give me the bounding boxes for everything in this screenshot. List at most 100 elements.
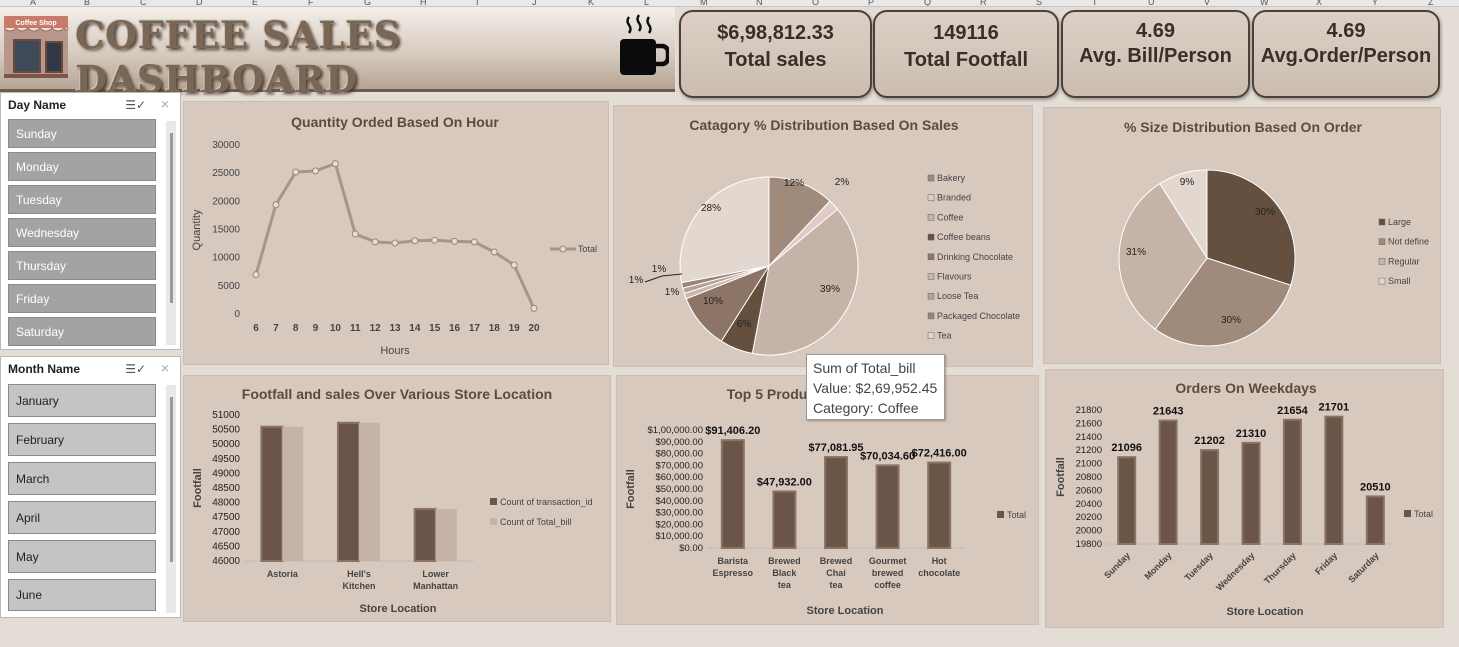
slicer-item-may[interactable]: May [8,540,156,573]
slicer-item-june[interactable]: June [8,579,156,611]
x-tick-label: Gourmet [869,556,907,566]
column-letter-c[interactable]: C [140,0,147,7]
data-label: 21202 [1194,435,1225,447]
column-letter-n[interactable]: N [756,0,763,7]
column-letter-k[interactable]: K [588,0,595,7]
chart-title: Orders On Weekdays [1175,380,1317,396]
data-label: 21310 [1236,428,1267,440]
shop-sign-text: Coffee Shop [15,20,56,27]
x-axis-label: Store Location [1226,606,1303,618]
column-letter-o[interactable]: O [812,0,820,7]
column-letter-a[interactable]: A [30,0,37,7]
column-letter-i[interactable]: I [476,0,479,7]
pie-data-label: 1% [665,287,680,298]
x-tick-label: Brewed [768,556,801,566]
legend-swatch [927,292,935,300]
hour-chart-panel[interactable]: Quantity Orded Based On Hour 0 5000 10000 15… [183,101,609,365]
day-name-slicer: Day Name ☰✓ ⨯ Sunday Monday Tuesday Wedn… [0,92,181,350]
multi-select-icon[interactable]: ☰✓ [125,98,146,112]
bar [359,422,380,561]
x-tick-label: 19 [509,323,521,334]
slicer-item-thursday[interactable]: Thursday [8,251,156,280]
slicer-item-saturday[interactable]: Saturday [8,317,156,346]
leader-line [644,273,683,283]
y-tick-label: 21000 [1076,459,1102,470]
pie-data-label: 30% [1255,207,1275,218]
slicer-item-march[interactable]: March [8,462,156,495]
slicer-item-january[interactable]: January [8,384,156,417]
column-letter-y[interactable]: Y [1372,0,1379,7]
legend-label: Drinking Chocolate [937,252,1013,262]
column-letter-x[interactable]: X [1316,0,1323,7]
column-letter-z[interactable]: Z [1428,0,1434,7]
column-letter-j[interactable]: J [532,0,537,7]
x-axis-label: Store Location [806,605,883,617]
column-letter-u[interactable]: U [1148,0,1155,7]
slicer-scroll-thumb[interactable] [170,397,173,562]
column-letter-v[interactable]: V [1204,0,1211,7]
slicer-item-friday[interactable]: Friday [8,284,156,313]
pie-data-label: 31% [1126,247,1146,258]
pie-data-label: 39% [820,284,840,295]
pie-slice-coffee [751,208,859,356]
size-chart-panel[interactable]: 30% 30% 31% 9% Large Not define Regular Small % … [1043,107,1441,364]
data-point [451,237,459,245]
data-point [252,271,260,279]
location-chart-panel[interactable]: Footfall and sales Over Various Store Lo… [183,375,611,622]
data-point [530,304,538,312]
y-tick-label: 5000 [218,281,241,292]
x-tick-label: Astoria [267,569,299,579]
column-letter-m[interactable]: M [700,0,708,7]
column-letter-s[interactable]: S [1036,0,1043,7]
x-tick-label: 10 [330,323,342,334]
column-letter-w[interactable]: W [1260,0,1269,7]
y-tick-label: 49500 [212,454,240,465]
multi-select-icon[interactable]: ☰✓ [125,362,146,376]
column-letter-e[interactable]: E [252,0,259,7]
bar [260,425,284,563]
column-letter-q[interactable]: Q [924,0,932,7]
column-letter-f[interactable]: F [308,0,314,7]
slicer-header: Month Name ☰✓ ⨯ [1,357,180,381]
column-letter-t[interactable]: T [1092,0,1098,7]
x-axis-label: Store Location [359,603,436,615]
y-tick-label: 30000 [212,140,240,151]
y-tick-label: $30,000.00 [655,508,703,519]
products-chart-panel[interactable]: Top 5 Produ $0.00 $10,000.00 $20,000.00 $30,… [616,375,1039,625]
column-letter-h[interactable]: H [420,0,427,7]
x-tick-label: Brewed [820,556,853,566]
pie-data-label: 9% [1180,177,1195,188]
slicer-item-april[interactable]: April [8,501,156,534]
data-point [312,167,320,175]
pie-data-label: 12% [784,178,804,189]
column-letter-p[interactable]: P [868,0,875,7]
pie-slice-small [1159,169,1208,260]
column-letter-d[interactable]: D [196,0,203,7]
legend-label: Coffee [937,212,963,222]
legend-swatch [927,233,935,241]
slicer-item-february[interactable]: February [8,423,156,456]
tooltip-series: Sum of Total_bill [813,360,916,376]
kpi-label: Avg. Bill/Person [1079,45,1232,67]
x-tick-label: Espresso [713,568,754,578]
column-letter-l[interactable]: L [644,0,650,7]
column-letter-r[interactable]: R [980,0,987,7]
y-tick-label: 47000 [212,527,240,538]
data-label: $77,081.95 [808,442,863,454]
column-letter-b[interactable]: B [84,0,91,7]
x-tick-label: Sunday [1102,550,1132,580]
x-tick-label: tea [778,580,792,590]
legend-label: Loose Tea [937,291,978,301]
clear-filter-icon[interactable]: ⨯ [159,361,170,375]
column-letter-g[interactable]: G [364,0,372,7]
slicer-scroll-thumb[interactable] [170,133,173,303]
slicer-item-sunday[interactable]: Sunday [8,119,156,148]
slicer-item-tuesday[interactable]: Tuesday [8,185,156,214]
legend-label: Not define [1388,237,1429,247]
x-tick-label: tea [829,580,843,590]
slicer-item-wednesday[interactable]: Wednesday [8,218,156,247]
category-chart-panel[interactable]: 12% 2% 39% 6% 10% 1% 1% 1% 28% Bakery Branded Coffe… [613,105,1033,367]
weekdays-chart-panel[interactable]: Orders On Weekdays 19800 20000 20200 20400 20… [1045,369,1444,628]
slicer-item-monday[interactable]: Monday [8,152,156,181]
clear-filter-icon[interactable]: ⨯ [159,97,170,111]
